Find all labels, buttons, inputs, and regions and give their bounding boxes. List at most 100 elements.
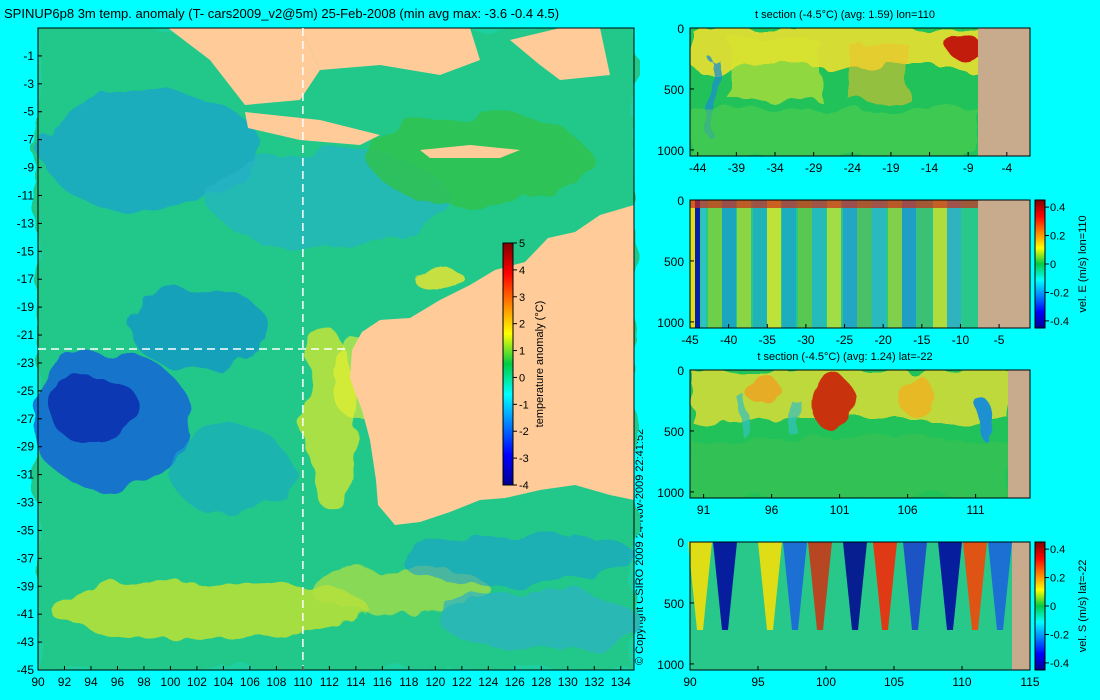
main-colorbar-tick-label: 2 (519, 319, 525, 331)
panel-x-tick-label: -24 (844, 161, 862, 175)
panel-y-tick-label: 0 (677, 22, 684, 36)
vel-s-wedge (783, 542, 807, 630)
map-y-tick-label: -31 (17, 468, 35, 482)
panel-x-tick-label: -30 (797, 333, 815, 347)
panel-x-tick-label: -19 (882, 161, 900, 175)
map-y-axis: -1 -3 -5 -7 -9 -11 -13 -15 -17 -19 -21 -23 -25 -27 -29… (17, 49, 42, 677)
map-y-tick-label: -15 (17, 244, 35, 258)
vel-s-wedge (963, 542, 987, 630)
main-colorbar-tick-label: 4 (519, 265, 525, 277)
vel-e-stripe (767, 200, 781, 328)
colorbar-tick-label: 0.2 (1050, 231, 1065, 243)
panel-x-tick-label: -10 (952, 333, 970, 347)
map-x-tick-label: 132 (584, 675, 604, 689)
land-lesser-sunda (420, 145, 520, 158)
colorbar-tick-label: -0.4 (1050, 658, 1069, 670)
panel4-colorbar-ticks: 0.4 0.2 0 -0.2 -0.4 (1045, 544, 1069, 670)
colorbar-tick-label: -0.4 (1050, 316, 1069, 328)
vel-s-wedge (688, 542, 712, 630)
colorbar-tick-label: 0 (1050, 259, 1056, 271)
map-x-tick-label: 106 (240, 675, 260, 689)
land-sulawesi (510, 28, 610, 80)
map-y-tick-label: -29 (17, 440, 35, 454)
map-y-tick-label: -19 (17, 300, 35, 314)
main-colorbar-tick-label: -4 (519, 480, 529, 492)
vel-e-stripe (843, 200, 857, 328)
map-x-tick-label: 108 (266, 675, 286, 689)
panel-x-tick-label: -34 (766, 161, 784, 175)
vel-e-stripe (753, 200, 767, 328)
vel-e-stripe (708, 200, 722, 328)
panel1-title: t section (-4.5°C) (avg: 1.59) lon=110 (755, 9, 935, 21)
main-colorbar-tick-label: 5 (519, 238, 525, 250)
vel-s-wedge (713, 542, 737, 630)
panel2-seafloor (978, 200, 1030, 328)
panel-y-tick-label: 1000 (657, 316, 684, 330)
panel-x-tick-label: 95 (751, 675, 765, 689)
vel-s-wedge (843, 542, 867, 630)
panel4-wedges (688, 542, 1012, 630)
vel-e-stripe (722, 200, 736, 328)
main-colorbar-tick-label: -3 (519, 453, 529, 465)
main-colorbar-tick-label: -2 (519, 426, 529, 438)
panel-x-tick-label: -40 (720, 333, 738, 347)
vel-e-stripe (701, 200, 706, 328)
vel-e-stripe (857, 200, 871, 328)
map-x-tick-label: 98 (137, 675, 151, 689)
panel-y-tick-label: 1000 (657, 658, 684, 672)
colorbar-tick-label: 0.4 (1050, 202, 1065, 214)
map-y-tick-label: -7 (23, 133, 34, 147)
figure-title: SPINUP6p8 3m temp. anomaly (T- cars2009_… (4, 6, 559, 21)
panel-x-tick-label: -39 (728, 161, 746, 175)
main-colorbar-tick-label: -1 (519, 399, 529, 411)
vel-s-wedge (808, 542, 832, 630)
map-y-tick-label: -27 (17, 412, 35, 426)
map-y-tick-label: -3 (23, 77, 34, 91)
map-y-tick-label: -23 (17, 356, 35, 370)
vel-s-wedge (988, 542, 1012, 630)
colorbar-tick-label: -0.2 (1050, 287, 1069, 299)
panel-x-tick-label: -20 (875, 333, 893, 347)
vel-s-wedge (758, 542, 782, 630)
main-map: 90 92 94 96 98 100 102 104 106 108 110 112 114 116 118… (17, 27, 640, 689)
vel-s-wedge (873, 542, 897, 630)
panel-x-tick-label: -14 (921, 161, 939, 175)
panel-t-section-lon: t section (-4.5°C) (avg: 1.59) lon=110 -… (657, 9, 1031, 175)
panel-y-tick-label: 1000 (657, 486, 684, 500)
map-x-tick-label: 114 (346, 675, 365, 689)
vel-e-stripe (782, 200, 796, 328)
vel-e-stripe (737, 200, 751, 328)
panel-x-tick-label: 100 (816, 675, 836, 689)
panel2-colorbar-label: vel. E (m/s) lon=110 (1077, 215, 1089, 312)
map-x-tick-label: 116 (373, 675, 392, 689)
map-x-tick-label: 90 (31, 675, 45, 689)
land-borneo (300, 28, 480, 75)
map-x-tick-label: 118 (399, 675, 418, 689)
map-y-tick-label: -41 (17, 607, 35, 621)
copyright-text: © Copyright CSIRO 2009 24-Nov-2009 22:41… (634, 429, 646, 665)
map-x-tick-label: 94 (84, 675, 98, 689)
map-y-tick-label: -11 (18, 188, 35, 202)
land-java (245, 112, 380, 145)
panel-x-tick-label: 106 (898, 503, 918, 517)
panel-y-tick-label: 500 (664, 597, 684, 611)
panel-vel-s: 90 95 100 105 110 115 0 500 1000 0.4 0.2 0 -0.2 -0.4… (657, 536, 1089, 689)
map-y-tick-label: -35 (17, 523, 35, 537)
panel2-colorbar (1034, 199, 1046, 329)
map-y-tick-label: -17 (17, 272, 35, 286)
panel-y-tick-label: 0 (677, 194, 684, 208)
map-x-tick-label: 100 (160, 675, 180, 689)
panel4-colorbar-label: vel. S (m/s) lat=-22 (1077, 560, 1089, 653)
vel-e-stripe (690, 200, 695, 328)
panel3-seafloor (1008, 370, 1030, 498)
panel2-axes: -45 -40 -35 -30 -25 -20 -15 -10 -5 0 500 1000 (657, 194, 1004, 347)
main-colorbar-gradient (502, 242, 514, 486)
main-colorbar-tick-label: 0 (519, 372, 525, 384)
main-colorbar-tick-label: 1 (519, 346, 525, 358)
panel-x-tick-label: -44 (689, 161, 707, 175)
vel-e-stripe (888, 200, 902, 328)
vel-e-surface (690, 200, 980, 208)
colorbar-tick-label: 0 (1050, 601, 1056, 613)
map-y-tick-label: -37 (17, 551, 35, 565)
panel-x-tick-label: 115 (1020, 675, 1039, 689)
